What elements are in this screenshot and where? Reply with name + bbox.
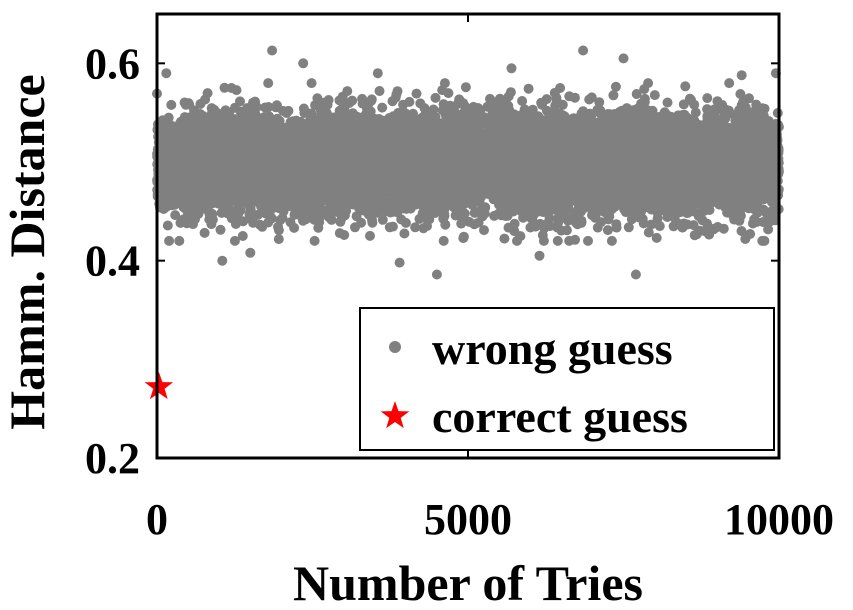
wrong-guess-point bbox=[163, 112, 174, 123]
wrong-guess-point bbox=[339, 230, 350, 240]
wrong-guess-point bbox=[356, 217, 367, 228]
wrong-guess-point bbox=[387, 221, 398, 232]
wrong-guess-point bbox=[438, 235, 449, 246]
wrong-guess-point bbox=[170, 210, 181, 221]
wrong-guess-point bbox=[235, 96, 245, 107]
wrong-guess-point bbox=[266, 213, 277, 224]
wrong-guess-point bbox=[306, 78, 317, 89]
wrong-guess-point bbox=[365, 230, 375, 241]
wrong-guess-point bbox=[215, 224, 226, 235]
wrong-guess-point bbox=[430, 92, 441, 103]
wrong-guess-point bbox=[219, 82, 230, 93]
wrong-guess-point bbox=[377, 214, 388, 225]
wrong-guess-point bbox=[289, 222, 300, 233]
wrong-guess-point bbox=[263, 78, 274, 89]
wrong-guess-point bbox=[404, 96, 415, 107]
wrong-guess-point bbox=[342, 86, 353, 97]
wrong-guess-point bbox=[443, 88, 454, 99]
wrong-guess-point bbox=[374, 86, 385, 96]
wrong-guess-point bbox=[411, 88, 422, 99]
wrong-guess-point bbox=[399, 228, 410, 239]
scatter-points bbox=[144, 45, 784, 400]
wrong-guess-point bbox=[166, 99, 177, 110]
wrong-guess-point bbox=[162, 220, 173, 231]
wrong-guess-point bbox=[400, 217, 411, 228]
wrong-guess-point bbox=[347, 95, 358, 106]
wrong-guess-point bbox=[231, 85, 242, 96]
wrong-guess-point bbox=[199, 227, 210, 238]
wrong-guess-point bbox=[202, 88, 213, 99]
wrong-guess-point bbox=[283, 105, 294, 116]
wrong-guess-point bbox=[458, 231, 469, 242]
wrong-guess-point bbox=[229, 235, 240, 246]
wrong-guess-point bbox=[439, 78, 450, 89]
wrong-guess-point bbox=[460, 82, 471, 93]
wrong-guess-point bbox=[366, 94, 377, 105]
wrong-guess-point bbox=[377, 102, 388, 113]
wrong-guess-point bbox=[392, 86, 403, 97]
wrong-guess-point bbox=[323, 95, 334, 105]
wrong-guess-point bbox=[207, 214, 218, 225]
wrong-guess-point bbox=[273, 234, 284, 245]
wrong-guess-point bbox=[440, 219, 451, 230]
wrong-guess-point bbox=[238, 216, 249, 227]
wrong-guess-point bbox=[309, 235, 320, 246]
wrong-guess-point bbox=[235, 205, 246, 216]
wrong-guess-point bbox=[367, 217, 378, 228]
wrong-guess-point bbox=[174, 235, 185, 246]
wrong-guess-point bbox=[237, 231, 248, 241]
wrong-guess-point bbox=[273, 225, 284, 236]
wrong-guess-point bbox=[164, 235, 175, 246]
